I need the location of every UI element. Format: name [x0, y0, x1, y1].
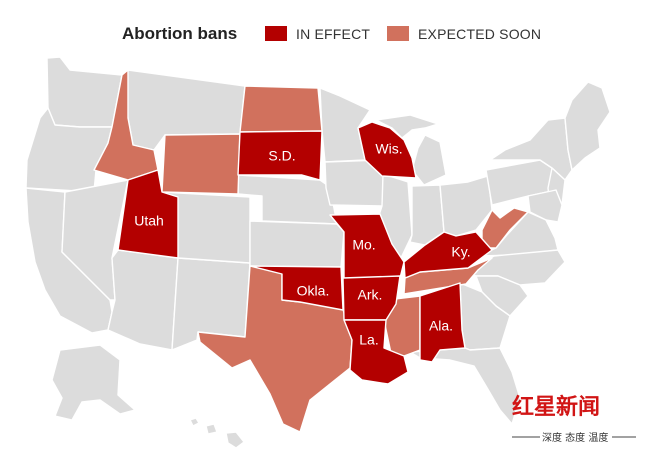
legend-in-effect-label: IN EFFECT	[296, 26, 371, 42]
legend-swatch-in-effect	[265, 26, 287, 41]
legend-expected-soon-label: EXPECTED SOON	[418, 26, 542, 42]
state-south-dakota	[237, 130, 323, 181]
watermark-slogan: 深度 态度 温度	[542, 431, 608, 444]
label-ky: Ky.	[451, 244, 470, 260]
watermark: 红星新闻 深度 态度 温度	[512, 394, 636, 444]
label-mo: Mo.	[352, 237, 375, 253]
legend: Abortion bans IN EFFECT EXPECTED SOON	[0, 24, 646, 50]
state-arizona	[107, 249, 179, 351]
state-utah	[117, 169, 179, 259]
legend-in-effect: IN EFFECT	[265, 26, 370, 42]
state-wyoming	[161, 133, 241, 195]
state-wisconsin	[357, 121, 417, 179]
state-washington	[46, 56, 123, 128]
state-oklahoma	[249, 265, 344, 311]
legend-title: Abortion bans	[122, 24, 238, 43]
state-arkansas	[342, 275, 401, 321]
state-kentucky	[403, 231, 493, 279]
state-nebraska	[237, 174, 338, 225]
legend-expected-soon: EXPECTED SOON	[387, 26, 541, 42]
label-utah: Utah	[134, 213, 164, 229]
state-new-england	[564, 81, 611, 171]
label-okla: Okla.	[297, 283, 330, 299]
label-ala: Ala.	[429, 318, 453, 334]
label-la: La.	[359, 332, 378, 348]
state-kansas	[249, 220, 345, 268]
state-maryland-delaware	[527, 189, 563, 223]
state-hawaii	[189, 417, 245, 449]
label-ark: Ark.	[358, 287, 383, 303]
legend-swatch-expected-soon	[387, 26, 409, 41]
state-missouri	[329, 213, 405, 281]
state-alabama	[419, 282, 466, 363]
state-alaska	[51, 344, 136, 421]
watermark-brand: 红星新闻	[512, 394, 600, 420]
label-wis: Wis.	[375, 141, 402, 157]
state-louisiana	[343, 319, 409, 385]
state-florida	[409, 347, 521, 425]
label-sd: S.D.	[268, 148, 295, 164]
state-north-dakota	[239, 85, 323, 133]
